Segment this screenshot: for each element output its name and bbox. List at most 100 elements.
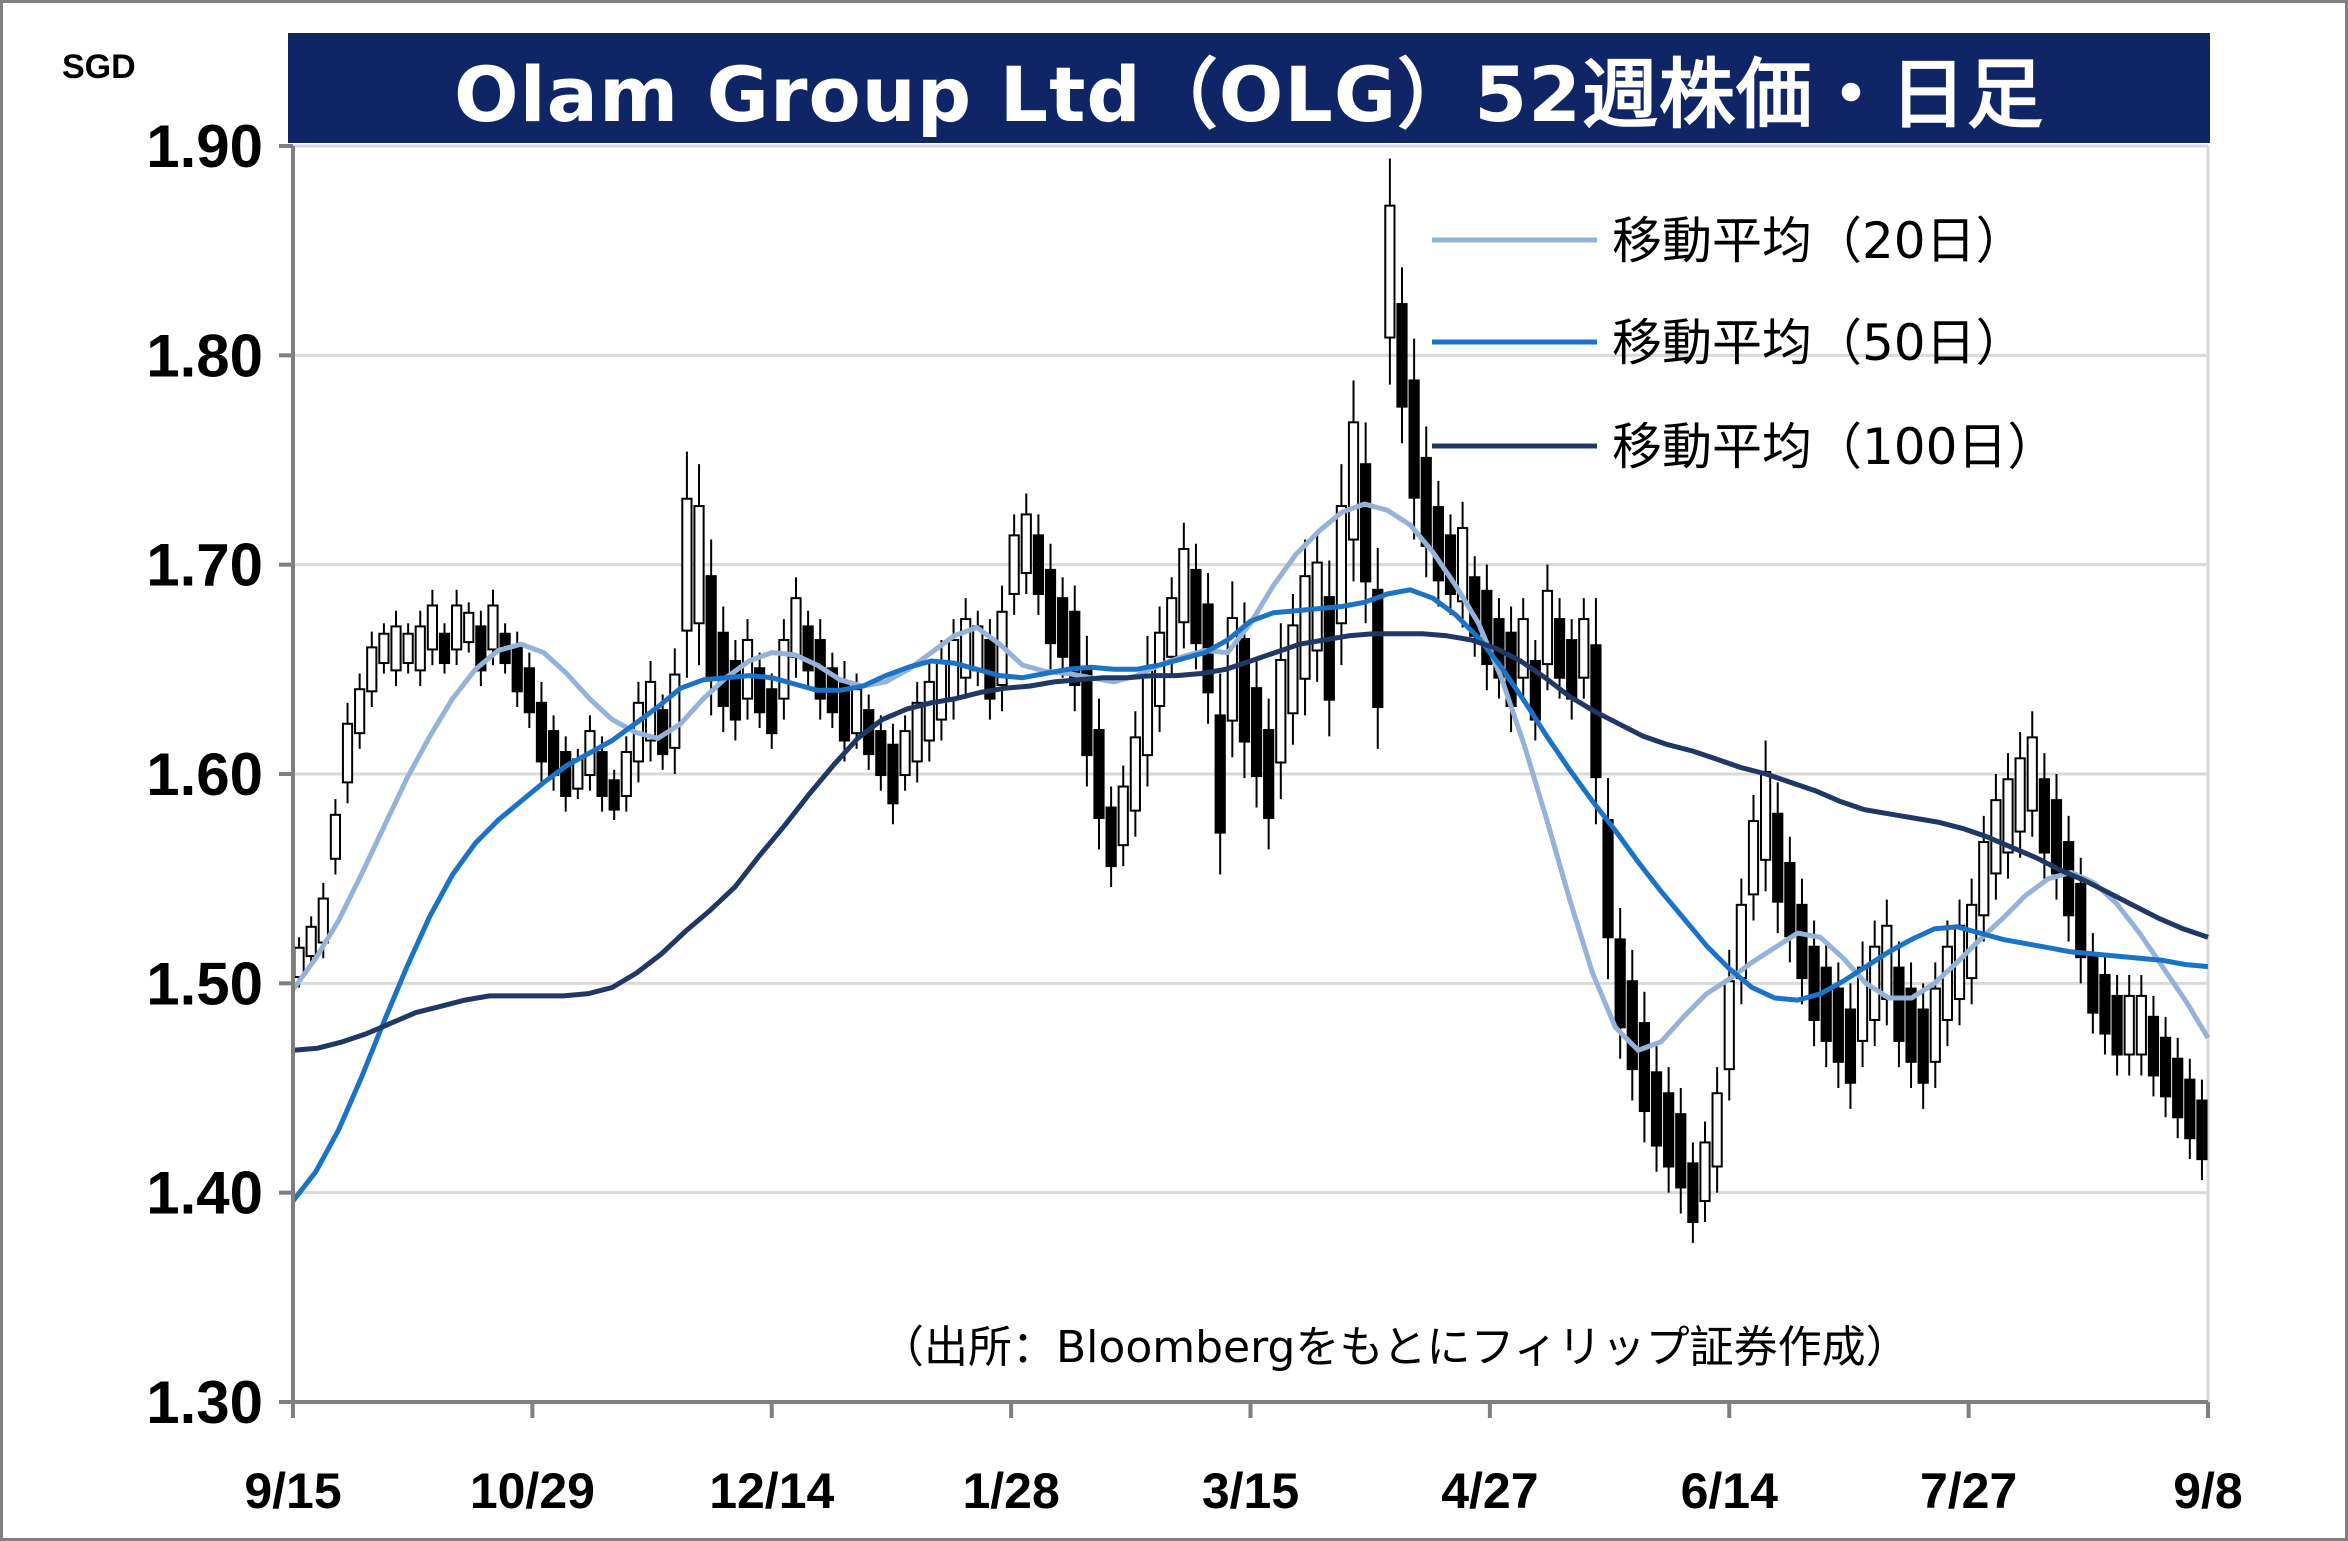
candlestick [1069, 585, 1081, 712]
candlestick [1360, 422, 1372, 624]
candlestick [1747, 794, 1760, 921]
candle-body [1602, 819, 1614, 939]
candlestick [305, 916, 317, 967]
candlestick [2026, 711, 2038, 837]
candlestick [1699, 1121, 1711, 1222]
candlestick [899, 715, 911, 791]
x-tick-label: 9/8 [2173, 1463, 2243, 1519]
candle-body [754, 667, 766, 714]
candle-body [620, 751, 632, 797]
candlestick [1566, 619, 1578, 720]
candle-body [911, 701, 923, 763]
candlestick [1444, 514, 1457, 615]
candlestick [2147, 995, 2160, 1097]
candle-body [1093, 729, 1105, 819]
candle-body [1832, 987, 1844, 1063]
candle-body [366, 646, 378, 693]
candlestick [1190, 543, 1202, 670]
candlestick [1263, 698, 1275, 850]
candlestick [1347, 380, 1360, 582]
candlestick [1214, 673, 1226, 875]
candlestick [1323, 560, 1335, 737]
candle-body [1141, 666, 1154, 757]
candle-body [1032, 534, 1045, 595]
candle-body [1517, 618, 1529, 679]
candlestick [354, 673, 366, 749]
y-tick-label: 1.60 [146, 741, 263, 808]
candle-body [1893, 966, 1905, 1042]
candlestick [451, 589, 463, 666]
candle-body [596, 751, 608, 797]
moving-average-lines [290, 501, 2211, 1203]
candlestick [875, 715, 887, 791]
candlestick [2196, 1079, 2208, 1181]
candlestick [1626, 949, 1638, 1101]
candlestick [523, 652, 535, 728]
candle-body [1614, 938, 1626, 1029]
candlestick [1941, 920, 1954, 1047]
candle-body [1699, 1141, 1711, 1203]
candlestick [1711, 1067, 1723, 1193]
candle-body [535, 701, 548, 763]
candlestick [1420, 426, 1432, 578]
candle-body [2135, 994, 2147, 1056]
x-tick-label: 9/15 [244, 1463, 341, 1519]
candle-body [1566, 639, 1578, 700]
candle-body [523, 667, 535, 714]
candle-body [1444, 534, 1457, 595]
candlestick [1881, 899, 1893, 1026]
candlestick [1117, 765, 1129, 867]
candlestick [1057, 577, 1069, 678]
candle-body [1396, 303, 1408, 408]
candlestick [1517, 598, 1529, 699]
candle-body [875, 730, 887, 777]
candle-body [1929, 987, 1941, 1063]
candle-body [426, 604, 438, 651]
candlestick [2063, 815, 2075, 942]
candle-body [1650, 1071, 1663, 1147]
candlestick [414, 610, 426, 687]
gridlines [293, 144, 2210, 1402]
candlestick [1844, 983, 1857, 1109]
candlestick [1384, 158, 1396, 385]
candlestick [1408, 338, 1420, 540]
candle-body [935, 659, 948, 721]
candle-body [1384, 204, 1396, 339]
candle-body [1553, 618, 1566, 679]
y-tick-label: 1.50 [146, 950, 263, 1017]
candle-body [1408, 379, 1420, 499]
candle-body [887, 743, 899, 805]
candle-body [2002, 778, 2014, 854]
candlestick [475, 610, 487, 687]
candle-body [1820, 966, 1832, 1042]
candle-body [717, 631, 729, 707]
candle-body [766, 688, 778, 735]
y-tick-labels: 1.90 1.80 1.70 1.60 1.50 1.40 1.30 [146, 113, 263, 1436]
candle-body [2014, 757, 2026, 833]
candle-body [1166, 597, 1178, 658]
candlestick [560, 736, 572, 812]
candle-body [414, 625, 426, 672]
candle-body [1941, 945, 1954, 1021]
y-tick-label: 1.80 [146, 322, 263, 389]
candle-body [1287, 624, 1299, 715]
candlestick [1796, 878, 1808, 1005]
candlestick [2159, 1016, 2172, 1118]
candlestick [1856, 941, 1869, 1068]
candlestick [754, 652, 766, 728]
candle-body [1117, 785, 1129, 847]
candle-body [802, 625, 814, 672]
legend-label: 移動平均（50日） [1612, 314, 2026, 372]
candlestick [1869, 920, 1881, 1047]
candlestick [1735, 878, 1747, 1005]
candlestick [1481, 564, 1493, 691]
candle-body [438, 632, 451, 665]
candlestick [2123, 974, 2135, 1076]
candlestick [887, 723, 899, 825]
candlestick [1250, 656, 1263, 808]
candlestick [693, 464, 705, 666]
candle-body [1420, 456, 1432, 547]
candlestick [778, 619, 790, 720]
